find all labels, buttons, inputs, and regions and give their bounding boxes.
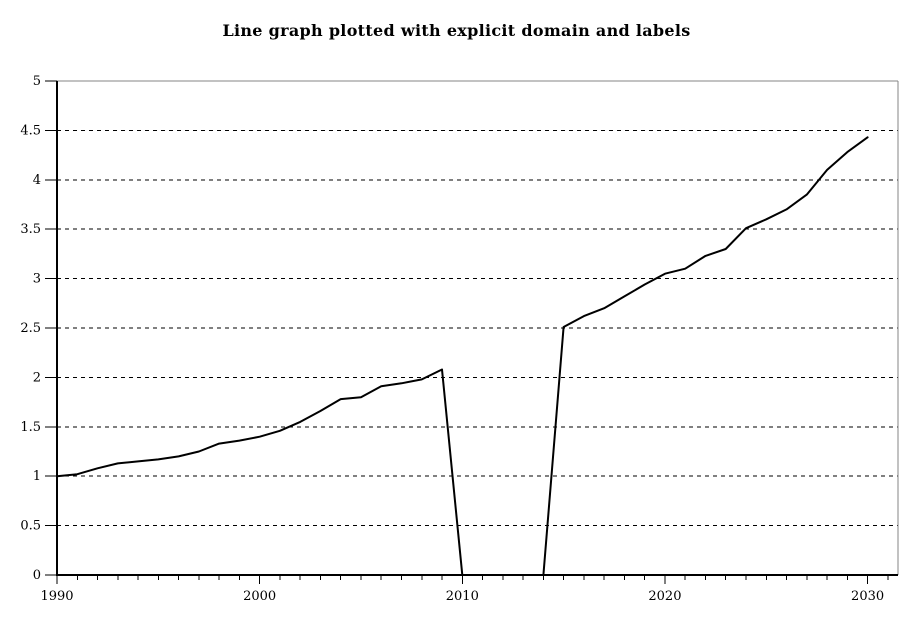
- y-tick-label: 2.5: [20, 321, 41, 336]
- y-tick-label: 0: [33, 568, 41, 583]
- chart-title: Line graph plotted with explicit domain …: [222, 21, 691, 40]
- data-line: [56, 136, 869, 576]
- y-tick-label: 4.5: [20, 123, 41, 138]
- y-tick-label: 1: [33, 469, 41, 484]
- x-tick-label: 2020: [648, 589, 681, 604]
- x-tick-label: 2030: [851, 589, 884, 604]
- y-tick-label: 1.5: [20, 420, 41, 435]
- y-tick-label: 2: [33, 370, 41, 385]
- x-tick-label: 1990: [40, 589, 73, 604]
- y-tick-label: 3: [33, 272, 41, 287]
- x-tick-label: 2010: [446, 589, 479, 604]
- y-tick-label: 0.5: [20, 519, 41, 534]
- y-tick-label: 3.5: [20, 222, 41, 237]
- x-tick-label: 2000: [243, 589, 276, 604]
- y-tick-label: 5: [33, 74, 41, 89]
- y-tick-label: 4: [33, 173, 41, 188]
